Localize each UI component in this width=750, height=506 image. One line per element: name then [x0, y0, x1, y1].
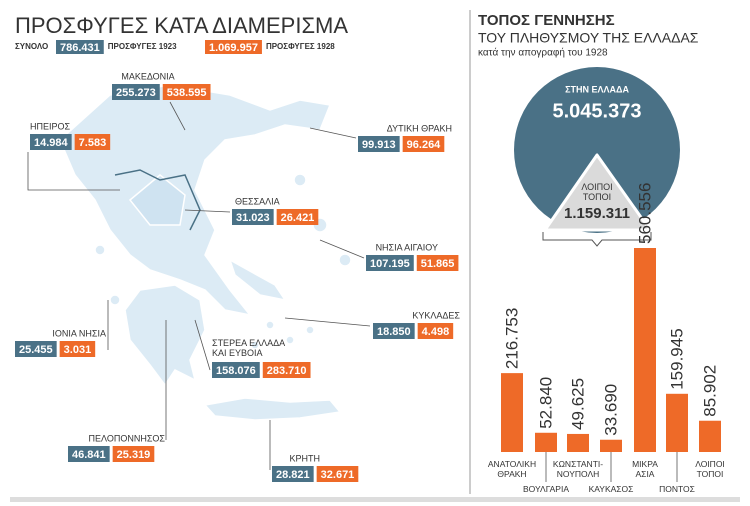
leader-line — [184, 209, 231, 213]
region-1928: 25.319 — [117, 449, 151, 461]
value-label: 49.625 — [568, 378, 587, 430]
region-1928-box — [59, 341, 96, 357]
region-1923: 46.841 — [72, 449, 106, 461]
in-greece-label: ΣΤΗΝ ΕΛΛΑΔΑ — [565, 84, 629, 94]
category-label: ΜΙΚΡΑ ΑΣΙΑ — [632, 459, 658, 479]
region-1923-box — [68, 446, 110, 462]
region-1923-box — [366, 255, 414, 271]
value-label: 159.945 — [667, 328, 686, 389]
legend-total-1928: 1.069.957 — [209, 42, 258, 54]
category-label: ΑΝΑΤΟΛΙΚΗ ΘΡΑΚΗ — [488, 459, 536, 479]
region-1928: 51.865 — [421, 258, 455, 270]
in-greece-value: 5.045.373 — [553, 100, 642, 122]
region-1923: 31.023 — [236, 212, 270, 224]
category-label: ΚΑΥΚΑΣΟΣ — [589, 484, 634, 494]
region-name: ΝΗΣΙΑ ΑΙΓΑΙΟΥ — [376, 242, 438, 252]
legend-total-1923: 786.431 — [60, 42, 100, 54]
bar — [567, 433, 589, 452]
region-1928-box — [162, 84, 211, 100]
region-name: ΘΕΣΣΑΛΙΑ — [235, 196, 280, 206]
leader-line — [194, 319, 211, 371]
region-1923-box — [15, 341, 57, 357]
region-1923: 99.913 — [362, 139, 396, 151]
elsewhere-label: ΛΟΙΠΟΙ ΤΟΠΟΙ — [581, 182, 612, 202]
legend-label-1928: ΠΡΟΣΦΥΓΕΣ 1928 — [266, 42, 335, 51]
region-1923: 18.850 — [377, 326, 411, 338]
region-1923-box — [112, 84, 160, 100]
region-1923: 158.076 — [216, 365, 256, 377]
region-1923-box — [272, 466, 314, 482]
value-label: 85.902 — [700, 365, 719, 417]
region-name: ΣΤΕΡΕΑ ΕΛΛΑΔΑ ΚΑΙ ΕΥΒΟΙΑ — [212, 338, 285, 358]
region-1928-box — [112, 446, 155, 462]
footer-bar — [10, 497, 740, 502]
legend-total-1923-box — [56, 40, 104, 54]
region-1923: 255.273 — [116, 87, 156, 99]
region-1928: 26.421 — [281, 212, 315, 224]
bar — [501, 373, 523, 452]
legend-total-1928-box — [205, 40, 262, 54]
leader-line — [284, 317, 371, 327]
region-1928: 4.498 — [422, 326, 450, 338]
region-1923: 28.821 — [276, 469, 310, 481]
region-1923-box — [212, 362, 260, 378]
value-label: 33.690 — [601, 384, 620, 436]
region-1923: 14.984 — [34, 137, 69, 149]
region-1928: 7.583 — [79, 137, 107, 149]
greece-circle — [514, 67, 680, 233]
region-name: ΚΡΗΤΗ — [289, 453, 320, 463]
region-1928-box — [402, 136, 445, 152]
leader-line — [169, 101, 186, 131]
region-1923-box — [373, 323, 415, 339]
region-1923-box — [358, 136, 400, 152]
category-label: ΒΟΥΛΓΑΡΙΑ — [523, 484, 569, 494]
right-subtitle: ΤΟΥ ΠΛΗΘΥΣΜΟΥ ΤΗΣ ΕΛΛΑΔΑΣ — [478, 30, 699, 46]
region-1923-box — [30, 134, 72, 150]
bar — [535, 432, 557, 452]
region-1928: 538.595 — [167, 87, 207, 99]
bar — [634, 248, 656, 452]
bar — [666, 393, 688, 452]
region-1928-box — [276, 209, 319, 225]
category-label: ΠΟΝΤΟΣ — [659, 484, 695, 494]
right-note: κατά την απογραφή του 1928 — [478, 47, 608, 59]
legend-total-label: ΣΥΝΟΛΟ — [15, 42, 48, 51]
bracket — [542, 232, 652, 247]
region-1928: 32.671 — [321, 469, 355, 481]
region-1923-box — [232, 209, 274, 225]
region-name: ΙΟΝΙΑ ΝΗΣΙΑ — [52, 328, 106, 338]
bar — [600, 439, 622, 452]
elsewhere-triangle — [543, 153, 652, 232]
region-1923: 107.195 — [370, 258, 410, 270]
leader-line — [319, 239, 365, 259]
region-name: ΗΠΕΙΡΟΣ — [30, 121, 71, 131]
category-label: ΛΟΙΠΟΙ ΤΟΠΟΙ — [695, 459, 725, 479]
category-label: ΚΩΝΣΤΑΝΤΙ-ΝΟΥΠΟΛΗ — [553, 459, 603, 479]
value-label: 216.753 — [502, 308, 521, 369]
border — [114, 169, 201, 231]
right-title: ΤΟΠΟΣ ΓΕΝΝΗΣΗΣ — [478, 12, 615, 29]
region-1928-box — [262, 362, 311, 378]
region-name: ΜΑΚΕΔΟΝΙΑ — [121, 71, 174, 81]
legend-label-1923: ΠΡΟΣΦΥΓΕΣ 1923 — [108, 42, 177, 51]
region-1928-box — [417, 323, 454, 339]
region-1928: 96.264 — [407, 139, 442, 151]
region-name: ΠΕΛΟΠΟΝΝΗΣΟΣ — [89, 433, 166, 443]
region-1928-box — [416, 255, 459, 271]
region-1928-box — [74, 134, 111, 150]
leader-line — [27, 152, 120, 191]
region-1928-box — [316, 466, 359, 482]
bar — [699, 420, 721, 452]
value-label: 52.840 — [536, 377, 555, 429]
left-title: ΠΡΟΣΦΥΓΕΣ ΚΑΤΑ ΔΙΑΜΕΡΙΣΜΑ — [15, 13, 348, 38]
region-name: ΚΥΚΛΑΔΕΣ — [412, 310, 460, 320]
region-name: ΔΥΤΙΚΗ ΘΡΑΚΗ — [387, 123, 452, 133]
region-1928: 3.031 — [64, 344, 92, 356]
value-label: 560.556 — [635, 183, 654, 244]
region-1923: 25.455 — [19, 344, 53, 356]
region-1928: 283.710 — [267, 365, 307, 377]
leader-line — [309, 127, 357, 139]
elsewhere-value: 1.159.311 — [564, 205, 630, 222]
